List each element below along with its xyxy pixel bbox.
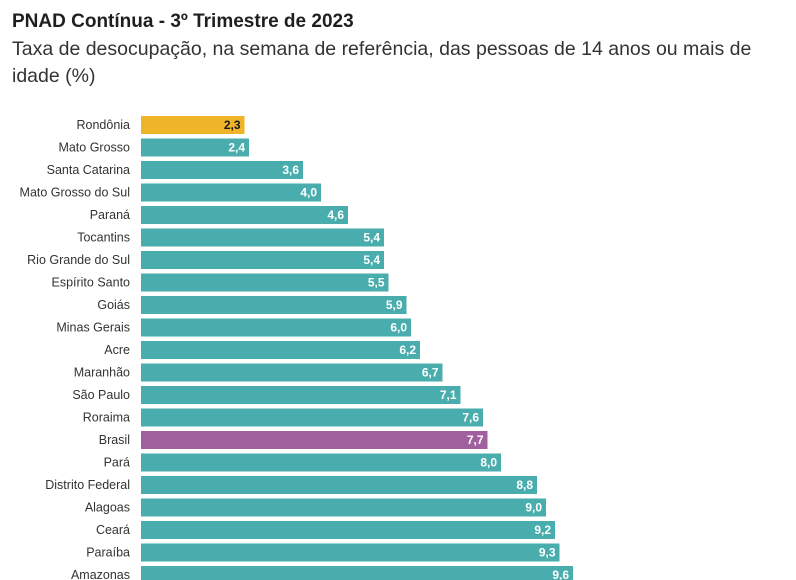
bar-paraiba xyxy=(141,543,560,562)
value-label-rio-grande-do-sul: 5,4 xyxy=(363,253,380,267)
bar-alagoas xyxy=(141,498,546,517)
bar-goias xyxy=(141,296,407,314)
bar-distrito-federal xyxy=(141,476,537,494)
bar-roraima xyxy=(141,408,483,427)
value-label-espirito-santo: 5,5 xyxy=(368,276,385,290)
bar-sao-paulo xyxy=(141,386,461,404)
category-label-alagoas: Alagoas xyxy=(85,501,130,515)
value-label-tocantins: 5,4 xyxy=(363,231,380,245)
category-label-acre: Acre xyxy=(104,343,130,357)
bar-santa-catarina xyxy=(141,161,303,179)
bar-amazonas xyxy=(141,566,573,580)
category-label-rondonia: Rondônia xyxy=(76,118,130,132)
value-label-rondonia: 2,3 xyxy=(224,118,241,132)
chart-header: PNAD Contínua - 3º Trimestre de 2023 Tax… xyxy=(12,8,792,90)
value-label-ceara: 9,2 xyxy=(534,523,551,537)
value-label-minas-gerais: 6,0 xyxy=(390,321,407,335)
value-label-mato-grosso-do-sul: 4,0 xyxy=(300,186,317,200)
value-label-sao-paulo: 7,1 xyxy=(440,388,457,402)
bar-parana xyxy=(141,206,348,224)
bar-rio-grande-do-sul xyxy=(141,251,384,269)
value-label-para: 8,0 xyxy=(480,456,497,470)
category-label-brasil: Brasil xyxy=(99,433,130,447)
value-label-santa-catarina: 3,6 xyxy=(282,163,299,177)
chart-title: PNAD Contínua - 3º Trimestre de 2023 xyxy=(12,11,354,32)
bar-maranhao xyxy=(141,363,443,382)
category-label-maranhao: Maranhão xyxy=(74,366,130,380)
category-label-parana: Paraná xyxy=(90,208,130,222)
category-label-mato-grosso-do-sul: Mato Grosso do Sul xyxy=(20,186,130,200)
category-label-goias: Goiás xyxy=(97,298,130,312)
bar-tocantins xyxy=(141,228,384,247)
value-label-distrito-federal: 8,8 xyxy=(516,478,533,492)
value-label-amazonas: 9,6 xyxy=(552,568,569,580)
category-label-ceara: Ceará xyxy=(96,523,130,537)
category-label-rio-grande-do-sul: Rio Grande do Sul xyxy=(27,253,130,267)
bar-espirito-santo xyxy=(141,273,389,292)
category-label-roraima: Roraima xyxy=(83,411,130,425)
category-label-para: Pará xyxy=(104,456,130,470)
value-label-alagoas: 9,0 xyxy=(525,501,542,515)
bar-minas-gerais xyxy=(141,318,411,337)
category-label-minas-gerais: Minas Gerais xyxy=(56,321,130,335)
value-label-paraiba: 9,3 xyxy=(539,546,556,560)
category-label-amazonas: Amazonas xyxy=(71,568,130,580)
bar-ceara xyxy=(141,521,555,539)
chart-subtitle: Taxa de desocupação, na semana de referê… xyxy=(12,38,752,87)
category-label-espirito-santo: Espírito Santo xyxy=(51,276,130,290)
value-label-parana: 4,6 xyxy=(327,208,344,222)
bar-acre xyxy=(141,341,420,359)
category-label-distrito-federal: Distrito Federal xyxy=(45,478,130,492)
bar-mato-grosso xyxy=(141,138,249,157)
value-label-maranhao: 6,7 xyxy=(422,366,439,380)
category-label-paraiba: Paraíba xyxy=(86,546,130,560)
value-label-mato-grosso: 2,4 xyxy=(228,141,245,155)
value-label-goias: 5,9 xyxy=(386,298,403,312)
value-label-acre: 6,2 xyxy=(399,343,416,357)
value-label-roraima: 7,6 xyxy=(462,411,479,425)
category-label-santa-catarina: Santa Catarina xyxy=(47,163,130,177)
value-label-brasil: 7,7 xyxy=(467,433,484,447)
bar-mato-grosso-do-sul xyxy=(141,183,321,202)
bar-brasil xyxy=(141,431,488,449)
bar-para xyxy=(141,453,501,472)
category-label-sao-paulo: São Paulo xyxy=(72,388,130,402)
bar-rondonia xyxy=(141,116,245,134)
category-label-mato-grosso: Mato Grosso xyxy=(58,141,130,155)
category-label-tocantins: Tocantins xyxy=(77,231,130,245)
